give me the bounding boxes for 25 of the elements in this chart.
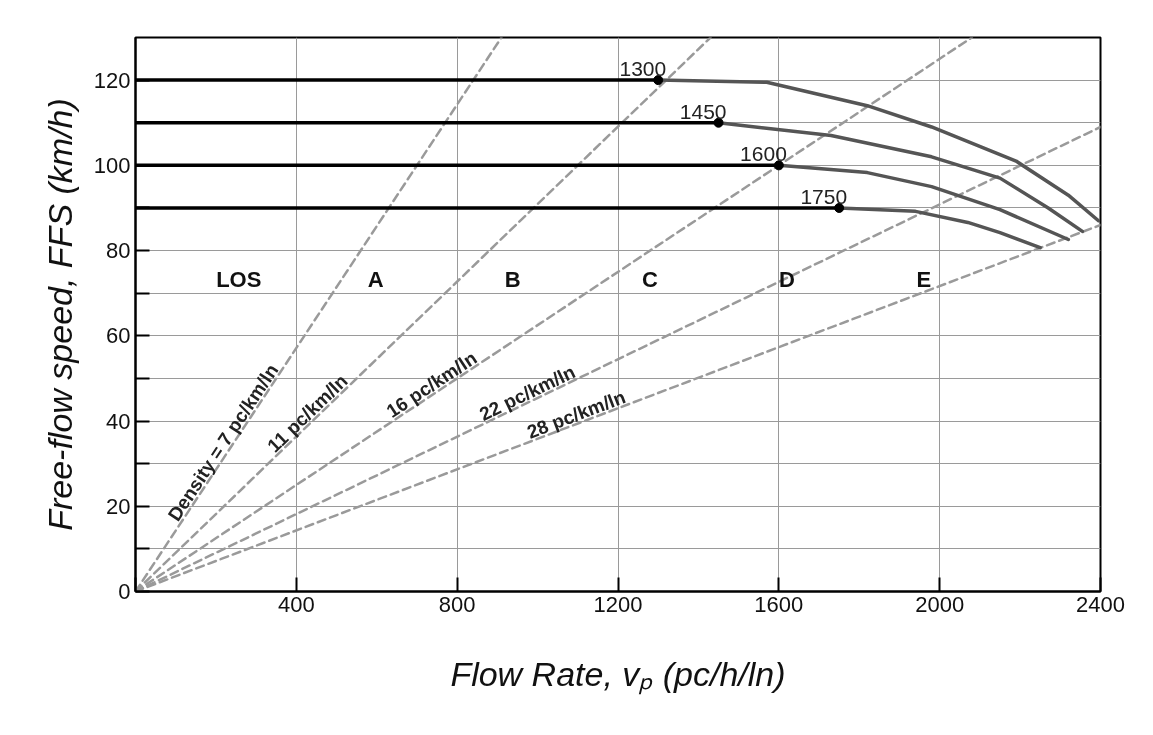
annotation: A (367, 267, 384, 293)
x-axis-title: Flow Rate, vₚ (pc/h/ln) (450, 654, 786, 695)
y-tick-label: 40 (106, 408, 131, 434)
y-tick-label: 20 (106, 493, 131, 519)
x-tick-label: 1200 (593, 591, 643, 617)
x-tick-label: 1600 (754, 591, 804, 617)
annotation: B (504, 267, 521, 293)
y-axis-title: Free-flow speed, FFS (km/h) (40, 98, 79, 531)
annotation: 1450 (679, 99, 727, 123)
x-tick-label: 2000 (915, 591, 965, 617)
y-tick-label: 80 (106, 238, 131, 264)
y-tick-label: 60 (106, 323, 131, 349)
annotation: 1300 (619, 57, 667, 81)
y-tick-label: 120 (93, 67, 131, 93)
annotation: 1600 (740, 142, 787, 166)
x-tick-label: 400 (277, 591, 315, 617)
x-tick-label: 800 (438, 591, 476, 617)
y-tick-label: 100 (93, 152, 131, 178)
annotation: E (916, 267, 932, 293)
y-tick-label: 0 (118, 579, 131, 604)
x-tick-label: 2400 (1076, 591, 1125, 617)
annotation: D (778, 267, 795, 293)
annotation: C (641, 267, 658, 293)
annotation: LOS (216, 267, 262, 293)
annotation: 1750 (800, 184, 848, 208)
